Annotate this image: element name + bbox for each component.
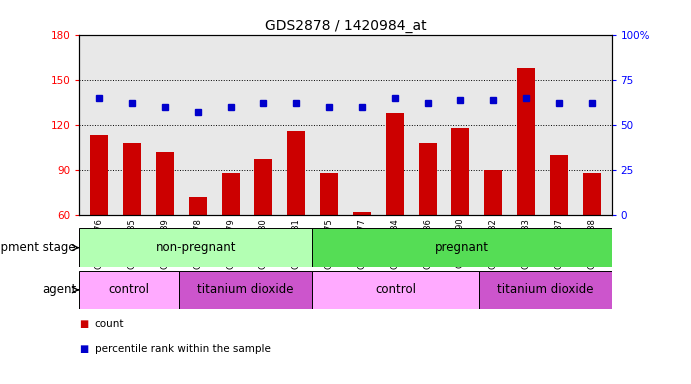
Bar [179,271,312,309]
Text: titanium dioxide: titanium dioxide [497,283,594,296]
Text: control: control [109,283,150,296]
Bar [222,173,240,215]
Text: percentile rank within the sample: percentile rank within the sample [95,344,271,354]
Bar [312,271,478,309]
Bar [189,197,207,215]
Text: count: count [95,319,124,329]
Text: pregnant: pregnant [435,241,489,254]
Text: ■: ■ [79,344,88,354]
Bar [90,135,108,215]
Bar [583,173,601,215]
Bar [517,68,535,215]
Text: control: control [375,283,416,296]
Bar [484,170,502,215]
Text: development stage: development stage [0,241,76,254]
Bar [419,143,437,215]
Bar [254,159,272,215]
Bar [550,155,568,215]
Bar [312,228,612,267]
Bar [478,271,612,309]
Bar [451,128,469,215]
Text: non-pregnant: non-pregnant [155,241,236,254]
Bar [79,271,179,309]
Bar [386,113,404,215]
Bar [320,173,338,215]
Text: agent: agent [41,283,76,296]
Bar [79,228,312,267]
Text: titanium dioxide: titanium dioxide [198,283,294,296]
Bar [156,152,174,215]
Text: GDS2878 / 1420984_at: GDS2878 / 1420984_at [265,19,426,33]
Bar [123,143,141,215]
Text: ■: ■ [79,319,88,329]
Bar [287,131,305,215]
Bar [353,212,371,215]
